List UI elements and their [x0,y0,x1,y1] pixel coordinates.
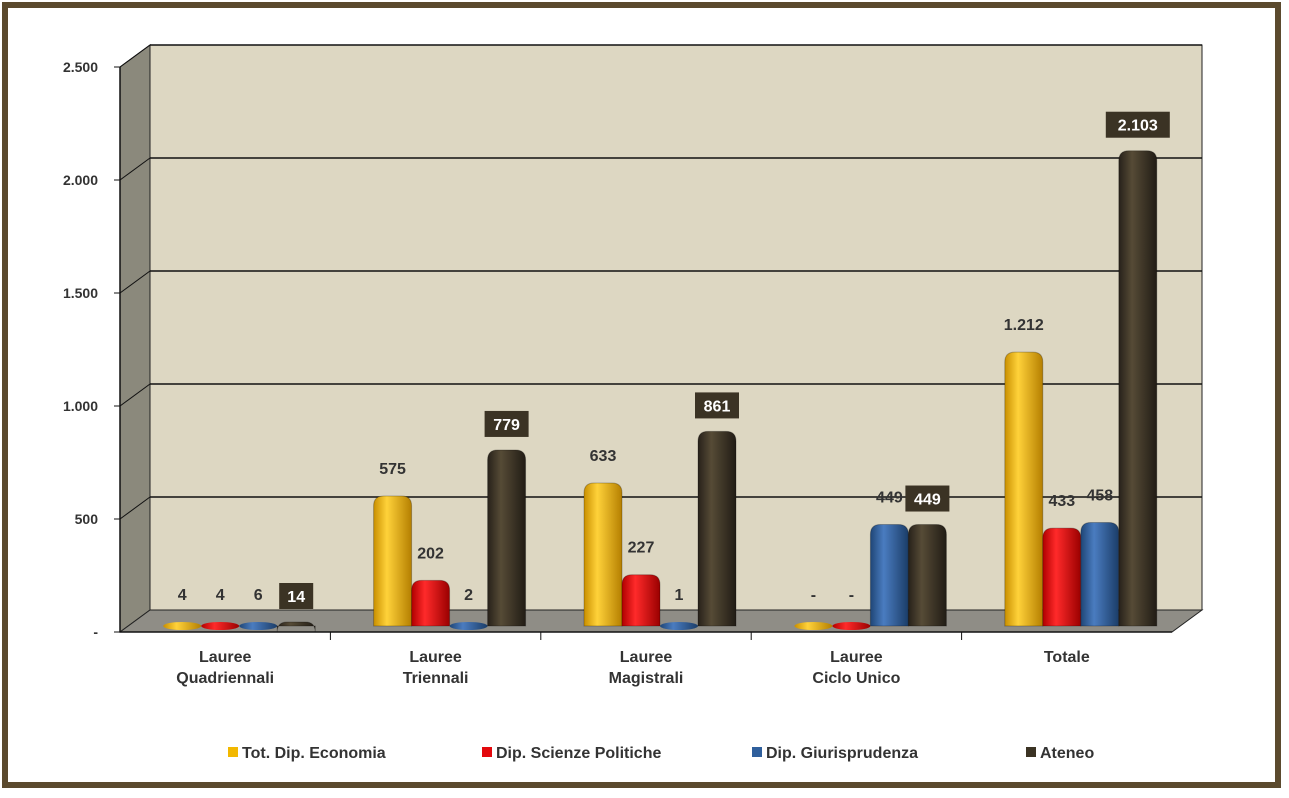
bar [487,449,527,627]
data-label-box [279,583,314,609]
y-tick-label: - [93,624,98,640]
data-label: 4 [178,587,187,604]
bar [794,622,833,630]
legend-swatch [228,747,238,757]
data-label-box [905,485,950,512]
y-tick-label: 2.500 [63,59,98,75]
data-label: 458 [1086,487,1113,504]
legend-swatch [752,747,762,757]
x-category-label: Ciclo Unico [812,670,900,687]
data-label: 779 [493,417,520,434]
legend-swatch [482,747,492,757]
gridline-side [119,157,151,181]
data-label: 449 [876,490,903,507]
legend-label: Dip. Giurisprudenza [766,745,918,762]
data-label: 2 [464,587,473,604]
x-category-label: Lauree [199,649,252,666]
bar [621,574,661,627]
bar [201,622,240,630]
data-label: 633 [590,448,617,465]
bar [411,579,451,627]
x-category-label: Lauree [830,649,883,666]
bar [697,430,737,627]
legend-label: Ateneo [1040,745,1094,762]
data-label-box [484,410,529,437]
legend-label: Tot. Dip. Economia [242,745,386,762]
y-tick-label: 1.500 [63,285,98,301]
legend-label: Dip. Scienze Politiche [496,745,661,762]
bar [239,622,278,630]
bar [583,482,623,627]
data-label: 1 [675,587,684,604]
x-category-label: Lauree [620,649,673,666]
bar [832,622,871,630]
y-tick-label: 500 [75,511,99,527]
data-label: 433 [1048,493,1075,510]
data-label: 4 [216,587,225,604]
bar [1080,521,1120,627]
data-label: - [811,587,816,604]
gridline-side [119,270,151,294]
bar [869,524,909,627]
x-category-label: Magistrali [609,670,684,687]
x-category-label: Quadriennali [176,670,274,687]
data-label: 14 [287,589,305,606]
data-label: 6 [254,587,263,604]
bar [1118,150,1158,627]
gridline-side [119,496,151,520]
data-label: - [849,587,854,604]
bar [373,495,413,627]
legend-swatch [1026,747,1036,757]
x-category-label: Totale [1044,649,1090,666]
bar [1004,351,1044,627]
data-label-box [695,392,739,419]
bar [449,622,488,630]
bar [1042,527,1082,627]
data-label: 2.103 [1118,118,1158,135]
data-label: 861 [704,398,731,415]
bar [660,622,698,630]
gridline-side [119,44,151,68]
data-label: 227 [628,540,655,557]
data-label: 575 [379,461,406,478]
y-tick-label: 1.000 [63,398,98,414]
data-label: 449 [914,492,941,509]
x-category-label: Triennali [403,670,469,687]
data-label: 202 [417,545,444,562]
bar [163,622,202,630]
y-tick-label: 2.000 [63,172,98,188]
bar [276,621,316,633]
gridline-side [119,383,151,407]
back-wall [149,44,1203,611]
data-label-box [1105,111,1170,138]
x-category-label: Lauree [409,649,462,666]
bar [907,524,947,627]
data-label: 1.212 [1004,317,1044,334]
side-wall [119,44,151,633]
